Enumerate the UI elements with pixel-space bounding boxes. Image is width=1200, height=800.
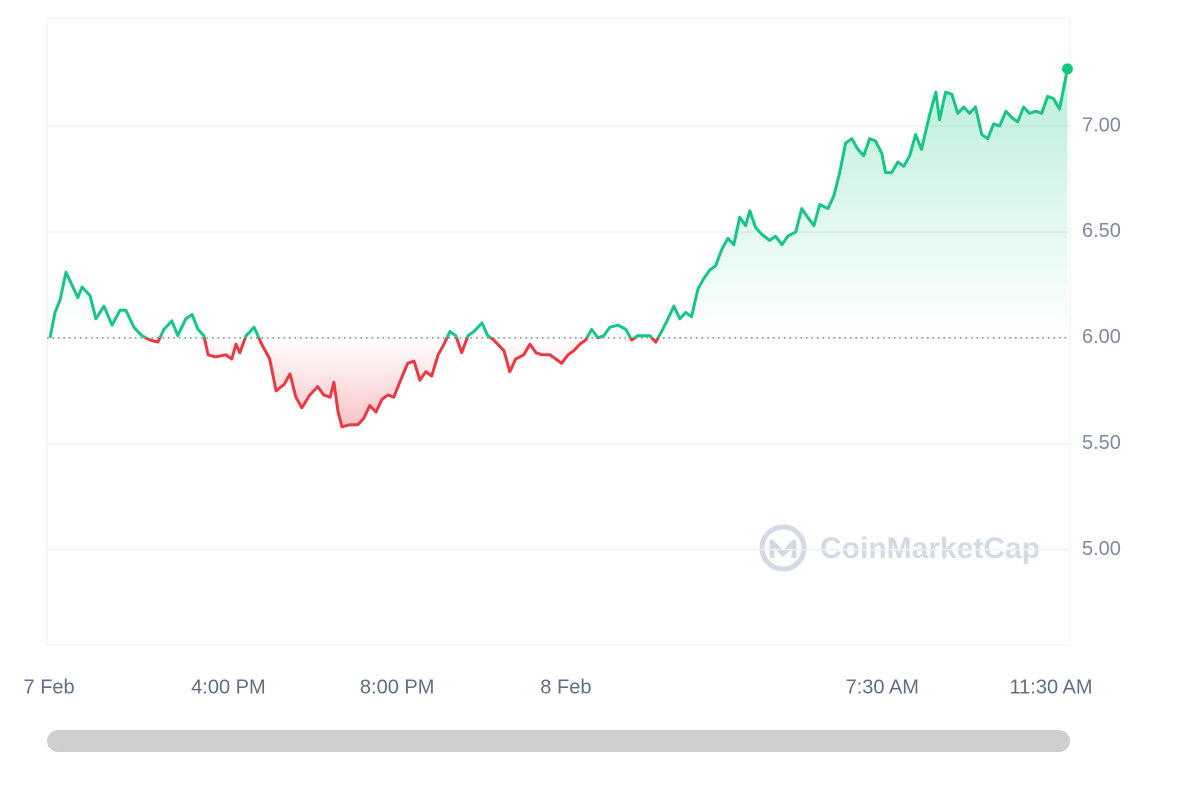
price-line-up — [48, 68, 1069, 338]
y-tick-label: 5.00 — [1082, 538, 1121, 560]
x-tick-label: 4:00 PM — [191, 676, 265, 698]
x-tick-label: 8:00 PM — [360, 676, 434, 698]
watermark-text: CoinMarketCap — [820, 532, 1040, 565]
y-tick-label: 5.50 — [1082, 432, 1121, 454]
watermark: CoinMarketCap — [759, 524, 1040, 572]
plot-frame — [46, 17, 1071, 646]
x-tick-label: 11:30 AM — [1010, 676, 1093, 698]
y-tick-label: 6.50 — [1082, 220, 1121, 242]
x-tick-label: 8 Feb — [540, 676, 591, 698]
x-tick-label: 7 Feb — [24, 676, 75, 698]
y-tick-label: 6.00 — [1082, 326, 1121, 348]
last-price-dot — [1061, 63, 1073, 75]
price-line-down — [49, 337, 660, 429]
y-tick-label: 7.00 — [1082, 114, 1121, 136]
scrollbar[interactable] — [47, 730, 1070, 752]
x-tick-label: 7:30 AM — [846, 676, 919, 698]
area-below — [50, 337, 1068, 427]
area-above — [50, 68, 1068, 338]
